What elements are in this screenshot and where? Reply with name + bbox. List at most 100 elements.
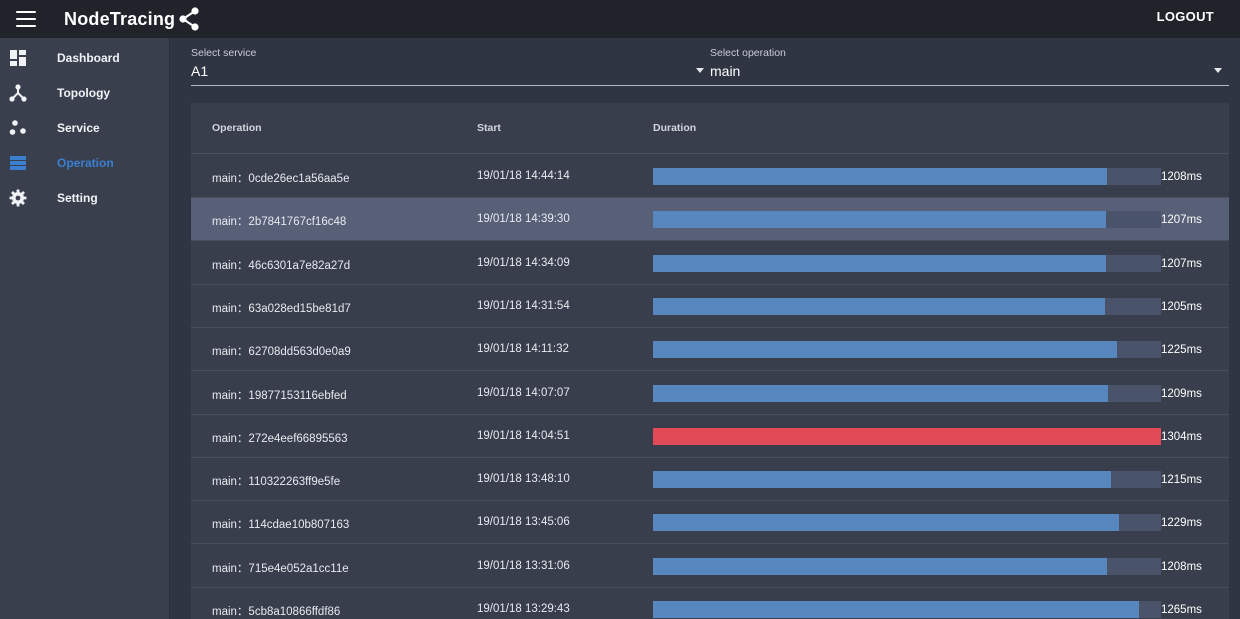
sidebar-item-setting[interactable]: Setting — [0, 180, 170, 215]
service-select[interactable]: Select service A1 — [191, 46, 710, 86]
duration-bar-track — [653, 297, 1161, 315]
table-header: Operation Start Duration — [191, 103, 1229, 154]
sidebar-item-label: Dashboard — [57, 50, 120, 65]
sidebar-item-label: Service — [57, 120, 100, 135]
duration-value: 1229ms — [1161, 517, 1202, 530]
operation-icon — [9, 154, 27, 172]
start-cell: 19/01/18 13:48:10 — [477, 473, 570, 486]
operation-cell[interactable]: main：110322263ff9e5fe — [212, 476, 341, 489]
column-header-start[interactable]: Start — [477, 122, 501, 134]
sidebar-item-dashboard[interactable]: Dashboard — [0, 40, 170, 75]
sidebar: Dashboard Topology Service Operation — [0, 38, 170, 619]
service-select-value: A1 — [191, 63, 209, 79]
start-cell: 19/01/18 14:34:09 — [477, 256, 570, 269]
brand[interactable]: NodeTracing — [64, 4, 201, 34]
service-icon — [9, 119, 27, 137]
operation-select-value: main — [710, 63, 741, 79]
table-row[interactable]: main：2b7841767cf16c48 19/01/18 14:39:30 12… — [191, 198, 1229, 242]
sidebar-item-label: Setting — [57, 190, 98, 205]
duration-bar — [653, 341, 1117, 359]
duration-bar — [653, 168, 1107, 185]
duration-value: 1215ms — [1161, 474, 1202, 487]
start-cell: 19/01/18 13:29:43 — [477, 603, 570, 615]
duration-bar-track — [653, 168, 1161, 185]
operation-cell[interactable]: main：0cde26ec1a56aa5e — [212, 173, 350, 185]
duration-value: 1207ms — [1161, 214, 1202, 227]
operations-table: Operation Start Duration main：0cde26ec1a… — [191, 103, 1229, 619]
operation-cell[interactable]: main：2b7841767cf16c48 — [212, 216, 347, 229]
column-header-operation[interactable]: Operation — [212, 122, 262, 134]
operation-cell[interactable]: main：715e4e052a1cc11e — [212, 562, 349, 575]
table-row[interactable]: main：272e4eef66895563 19/01/18 14:04:51 13… — [191, 415, 1229, 458]
operation-cell[interactable]: main：19877153116ebfed — [212, 389, 347, 402]
operation-cell[interactable]: main：63a028ed15be81d7 — [212, 302, 351, 315]
duration-bar-track — [653, 557, 1161, 575]
share-icon — [179, 7, 199, 31]
sidebar-item-service[interactable]: Service — [0, 110, 170, 145]
gear-icon — [9, 189, 27, 207]
duration-bar-track — [653, 254, 1161, 272]
operation-cell[interactable]: main：62708dd563d0e0a9 — [212, 346, 351, 359]
table-row[interactable]: main：5cb8a10866ffdf86 19/01/18 13:29:43 12… — [191, 588, 1229, 619]
duration-bar — [653, 211, 1106, 229]
duration-value: 1304ms — [1161, 430, 1202, 443]
start-cell: 19/01/18 14:39:30 — [477, 213, 570, 226]
table-row[interactable]: main：46c6301a7e82a27d 19/01/18 14:34:09 12… — [191, 242, 1229, 285]
duration-value: 1208ms — [1161, 560, 1202, 573]
operation-cell[interactable]: main：114cdae10b807163 — [212, 519, 350, 532]
duration-value: 1205ms — [1161, 300, 1202, 313]
duration-bar-track — [653, 514, 1161, 532]
table-row[interactable]: main：110322263ff9e5fe 19/01/18 13:48:10 12… — [191, 458, 1229, 502]
duration-value: 1208ms — [1161, 171, 1202, 183]
start-cell: 19/01/18 13:45:06 — [477, 516, 570, 529]
duration-value: 1265ms — [1161, 604, 1202, 616]
duration-value: 1225ms — [1161, 344, 1202, 357]
table-row[interactable]: main：114cdae10b807163 19/01/18 13:45:06 12… — [191, 501, 1229, 545]
table-row[interactable]: main：715e4e052a1cc11e 19/01/18 13:31:06 12… — [191, 545, 1229, 588]
sidebar-item-topology[interactable]: Topology — [0, 75, 170, 110]
duration-bar — [653, 601, 1139, 618]
duration-bar — [653, 471, 1111, 489]
sidebar-item-operation[interactable]: Operation — [0, 145, 170, 180]
operation-cell[interactable]: main：272e4eef66895563 — [212, 432, 348, 445]
menu-icon[interactable] — [16, 9, 36, 29]
operation-cell[interactable]: main：5cb8a10866ffdf86 — [212, 606, 341, 618]
duration-bar — [653, 384, 1108, 402]
start-cell: 19/01/18 14:04:51 — [477, 429, 570, 442]
app-bar: NodeTracing LOGOUT — [0, 0, 1240, 38]
start-cell: 19/01/18 14:07:07 — [477, 386, 570, 399]
chevron-down-icon[interactable] — [696, 68, 704, 73]
duration-value: 1209ms — [1161, 387, 1202, 400]
duration-value: 1207ms — [1161, 257, 1202, 270]
column-header-duration[interactable]: Duration — [653, 122, 697, 134]
start-cell: 19/01/18 14:44:14 — [477, 170, 570, 182]
duration-bar-track — [653, 601, 1161, 618]
operation-select-label: Select operation — [710, 47, 786, 59]
duration-bar-track — [653, 384, 1161, 402]
dashboard-icon — [9, 49, 27, 67]
operation-cell[interactable]: main：46c6301a7e82a27d — [212, 259, 351, 272]
table-row[interactable]: main：63a028ed15be81d7 19/01/18 14:31:54 12… — [191, 285, 1229, 328]
chevron-down-icon[interactable] — [1214, 68, 1222, 73]
service-select-label: Select service — [191, 47, 257, 59]
duration-bar-track — [653, 211, 1161, 229]
duration-bar-track — [653, 341, 1161, 359]
main-content: Select service A1 Select operation main … — [171, 38, 1240, 619]
duration-bar-track — [653, 471, 1161, 489]
duration-bar — [653, 514, 1119, 532]
duration-bar-track — [653, 427, 1161, 445]
logout-button[interactable]: LOGOUT — [1156, 9, 1214, 24]
operation-select[interactable]: Select operation main — [710, 46, 1229, 86]
start-cell: 19/01/18 14:11:32 — [477, 343, 569, 356]
table-row[interactable]: main：62708dd563d0e0a9 19/01/18 14:11:32 12… — [191, 328, 1229, 372]
topology-icon — [9, 83, 27, 102]
start-cell: 19/01/18 13:31:06 — [477, 559, 570, 572]
table-row[interactable]: main：0cde26ec1a56aa5e 19/01/18 14:44:14 12… — [191, 155, 1229, 198]
duration-bar — [653, 427, 1161, 445]
sidebar-item-label: Topology — [57, 85, 111, 100]
duration-bar — [653, 254, 1106, 272]
table-row[interactable]: main：19877153116ebfed 19/01/18 14:07:07 12… — [191, 372, 1229, 415]
sidebar-item-label: Operation — [57, 155, 114, 170]
duration-bar — [653, 297, 1105, 315]
app-title: NodeTracing — [64, 8, 176, 29]
